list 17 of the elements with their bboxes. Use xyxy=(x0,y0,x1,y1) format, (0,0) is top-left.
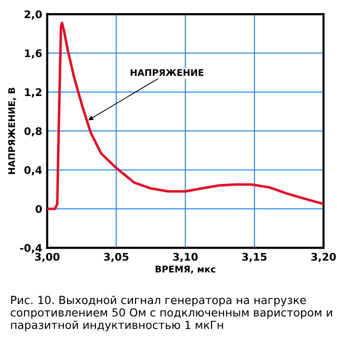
y-tick-label: 0,8 xyxy=(24,127,42,136)
y-tick-label: 1,6 xyxy=(25,49,42,59)
x-tick-label: 3,05 xyxy=(104,252,128,262)
y-tick-label: 2,0 xyxy=(24,10,42,20)
y-tick-label: 1,2 xyxy=(25,88,42,98)
y-tick-label: 0 xyxy=(36,205,42,213)
line-series xyxy=(47,22,324,210)
annotation: НАПРЯЖЕНИЕ xyxy=(130,69,204,76)
x-tick-label: 3,10 xyxy=(173,252,198,262)
y-tick-label: -0,4 xyxy=(20,244,42,254)
x-tick-label: 3,00 xyxy=(35,252,60,262)
text: Рис. 10. Выходной сигнал генератора на нагрузке сопротивлением 50 Ом с подключенным варистором и паразитной индуктивностью 1 мкГн xyxy=(10,296,332,332)
y-axis-title: НАПРЯЖЕНИЕ, В xyxy=(8,88,16,174)
x-tick-label: 3,20 xyxy=(311,252,336,262)
x-tick-label: 3,15 xyxy=(242,252,267,262)
y-tick-label: 0,4 xyxy=(24,166,42,176)
x-axis-title: ВРЕМЯ, мкс xyxy=(156,266,216,274)
